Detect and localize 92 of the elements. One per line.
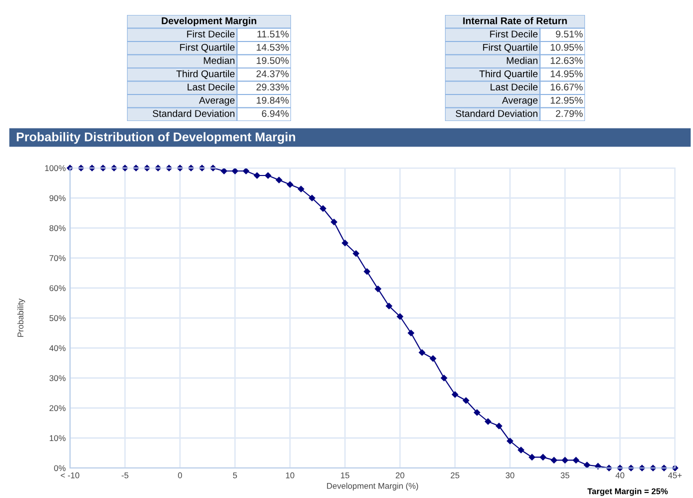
x-tick-label: 15 xyxy=(341,472,350,478)
text: First Quartile xyxy=(180,44,235,52)
text: 19.50% xyxy=(256,57,289,64)
point xyxy=(232,168,238,174)
y-tick-label: 70% xyxy=(50,255,66,262)
text: First Decile xyxy=(187,30,235,38)
y-axis-title: Probability xyxy=(17,298,26,337)
point xyxy=(308,194,316,202)
x-tick-label: 25 xyxy=(450,472,460,478)
point xyxy=(496,422,502,430)
text: 9.51% xyxy=(556,30,583,38)
point xyxy=(264,172,272,179)
point xyxy=(418,349,426,356)
point xyxy=(562,457,568,464)
x-tick-label: 35 xyxy=(560,472,570,478)
text: 16.67% xyxy=(550,84,583,90)
x-tick-label: 10 xyxy=(286,472,294,478)
point xyxy=(484,418,492,425)
x-tick-label: < -10 xyxy=(60,472,80,478)
point xyxy=(518,446,524,454)
x-axis-title: Development Margin (%) xyxy=(327,482,418,490)
point xyxy=(540,454,546,460)
point xyxy=(430,355,436,362)
point xyxy=(594,463,602,470)
point xyxy=(364,268,370,275)
text: Internal Rate of Return xyxy=(463,17,567,24)
text: Last Decile xyxy=(490,83,538,90)
y-tick-label: 30% xyxy=(49,375,66,382)
x-tick-label: 45+ xyxy=(668,472,682,478)
point xyxy=(474,409,480,416)
text: Last Decile xyxy=(188,83,235,90)
point xyxy=(320,205,326,212)
text: First Quartile xyxy=(483,44,538,52)
x-tick-label: 20 xyxy=(396,472,404,478)
text: Standard Deviation xyxy=(152,110,234,117)
point xyxy=(242,168,250,174)
point xyxy=(342,240,348,246)
x-tick-label: 5 xyxy=(233,472,237,478)
point xyxy=(440,374,448,382)
text: Third Quartile xyxy=(176,70,235,79)
y-tick-label: 80% xyxy=(50,225,66,232)
point xyxy=(286,181,294,188)
x-tick-label: 30 xyxy=(506,472,514,478)
text: 14.95% xyxy=(550,70,583,78)
point xyxy=(408,330,414,336)
text: 19.84% xyxy=(256,96,289,104)
text: 12.95% xyxy=(550,96,583,104)
point xyxy=(276,176,282,184)
text: Average xyxy=(502,96,538,106)
y-tick-label: 10% xyxy=(50,435,66,442)
point xyxy=(220,168,228,174)
y-tick-label: 50% xyxy=(49,315,66,322)
text: Standard Deviation xyxy=(456,110,538,117)
point xyxy=(506,438,514,444)
y-tick-label: 60% xyxy=(50,285,66,292)
x-tick-label: 0 xyxy=(178,472,182,478)
y-tick-label: 40% xyxy=(49,345,66,352)
point xyxy=(528,454,536,460)
text: Development Margin xyxy=(162,17,256,26)
point xyxy=(396,313,404,320)
text: Median xyxy=(506,56,538,64)
x-tick-label: 40 xyxy=(616,472,624,478)
text: 10.95% xyxy=(550,44,583,51)
point xyxy=(584,462,590,468)
y-tick-label: 0% xyxy=(54,465,66,472)
text: 14.53% xyxy=(256,44,289,51)
x-tick-label: -5 xyxy=(122,472,128,478)
y-tick-label: 20% xyxy=(50,405,66,412)
text: Target Margin = 25% xyxy=(587,488,668,496)
point xyxy=(572,457,580,464)
text: 12.63% xyxy=(550,57,583,64)
y-tick-label: 100% xyxy=(45,165,66,172)
text: 24.37% xyxy=(256,70,289,78)
point xyxy=(254,172,260,179)
text: Average xyxy=(198,96,235,106)
text: 29.33% xyxy=(256,84,289,90)
text: 11.51% xyxy=(257,30,289,38)
chart-title: Probability Distribution of Development Margin xyxy=(16,132,296,144)
point xyxy=(298,186,304,192)
y-tick-label: 90% xyxy=(50,195,66,202)
point xyxy=(386,302,392,310)
point xyxy=(330,218,338,226)
point xyxy=(550,457,558,464)
point xyxy=(352,250,360,257)
point xyxy=(462,397,470,404)
point xyxy=(452,391,458,398)
point xyxy=(374,286,382,292)
text: First Decile xyxy=(490,30,538,38)
text: 6.94% xyxy=(262,110,289,117)
text: Median xyxy=(204,56,234,64)
text: Third Quartile xyxy=(479,70,538,79)
text: 2.79% xyxy=(556,110,583,117)
